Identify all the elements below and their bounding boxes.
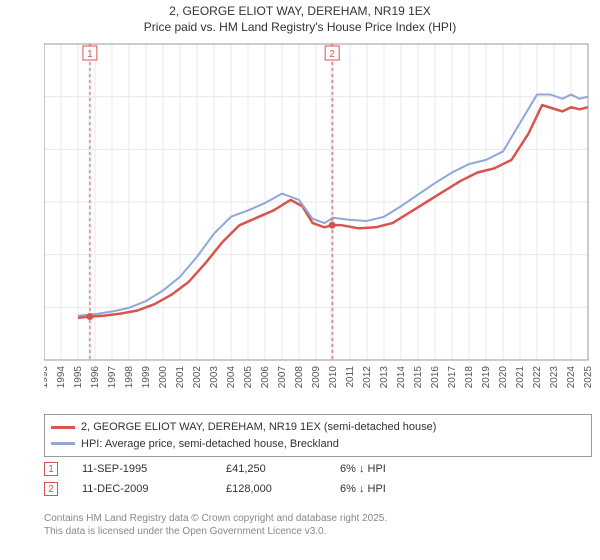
title-block: 2, GEORGE ELIOT WAY, DEREHAM, NR19 1EX P… — [0, 0, 600, 35]
svg-text:2001: 2001 — [175, 366, 186, 389]
footer-line2: This data is licensed under the Open Gov… — [44, 525, 592, 538]
legend-item: HPI: Average price, semi-detached house,… — [51, 436, 585, 453]
svg-text:2016: 2016 — [430, 366, 441, 389]
legend: 2, GEORGE ELIOT WAY, DEREHAM, NR19 1EX (… — [44, 414, 592, 457]
svg-text:2015: 2015 — [413, 366, 424, 389]
transaction-date: 11-SEP-1995 — [82, 463, 202, 475]
title-subtitle: Price paid vs. HM Land Registry's House … — [0, 20, 600, 36]
legend-label: 2, GEORGE ELIOT WAY, DEREHAM, NR19 1EX (… — [81, 419, 436, 436]
svg-text:1996: 1996 — [90, 366, 101, 389]
svg-text:2012: 2012 — [362, 366, 373, 389]
transaction-date: 11-DEC-2009 — [82, 483, 202, 495]
svg-text:1997: 1997 — [107, 366, 118, 389]
svg-text:2011: 2011 — [345, 366, 356, 388]
transaction-delta: 6% ↓ HPI — [340, 463, 430, 475]
legend-label: HPI: Average price, semi-detached house,… — [81, 436, 339, 453]
chart-svg: £0£50K£100K£150K£200K£250K£300K199319941… — [44, 40, 592, 400]
chart-container: 2, GEORGE ELIOT WAY, DEREHAM, NR19 1EX P… — [0, 0, 600, 560]
svg-text:2020: 2020 — [498, 366, 509, 389]
transaction-row: 1 11-SEP-1995 £41,250 6% ↓ HPI — [44, 460, 592, 480]
legend-item: 2, GEORGE ELIOT WAY, DEREHAM, NR19 1EX (… — [51, 419, 585, 436]
svg-text:2: 2 — [329, 49, 335, 60]
legend-swatch — [51, 442, 75, 445]
marker-badge: 1 — [44, 462, 58, 476]
svg-text:2021: 2021 — [515, 366, 526, 389]
transaction-price: £128,000 — [226, 483, 316, 495]
transaction-price: £41,250 — [226, 463, 316, 475]
footer-line1: Contains HM Land Registry data © Crown c… — [44, 512, 592, 525]
svg-text:2024: 2024 — [566, 366, 577, 389]
svg-text:1: 1 — [87, 49, 93, 60]
svg-text:1998: 1998 — [124, 366, 135, 389]
svg-text:2017: 2017 — [447, 366, 458, 389]
svg-text:2018: 2018 — [464, 366, 475, 389]
svg-text:1993: 1993 — [44, 366, 50, 389]
svg-text:2008: 2008 — [294, 366, 305, 389]
svg-text:2022: 2022 — [532, 366, 543, 389]
svg-text:2003: 2003 — [209, 366, 220, 389]
legend-swatch — [51, 426, 75, 429]
svg-text:2014: 2014 — [396, 366, 407, 389]
svg-text:2023: 2023 — [549, 366, 560, 389]
transaction-row: 2 11-DEC-2009 £128,000 6% ↓ HPI — [44, 480, 592, 500]
svg-text:2005: 2005 — [243, 366, 254, 389]
svg-text:2019: 2019 — [481, 366, 492, 389]
transaction-table: 1 11-SEP-1995 £41,250 6% ↓ HPI 2 11-DEC-… — [44, 460, 592, 500]
transaction-delta: 6% ↓ HPI — [340, 483, 430, 495]
footer: Contains HM Land Registry data © Crown c… — [44, 512, 592, 538]
svg-text:1999: 1999 — [141, 366, 152, 389]
svg-text:1995: 1995 — [73, 366, 84, 389]
svg-text:2013: 2013 — [379, 366, 390, 389]
svg-text:1994: 1994 — [56, 366, 67, 389]
title-address: 2, GEORGE ELIOT WAY, DEREHAM, NR19 1EX — [0, 4, 600, 20]
svg-text:2000: 2000 — [158, 366, 169, 389]
svg-text:2009: 2009 — [311, 366, 322, 389]
svg-text:2006: 2006 — [260, 366, 271, 389]
svg-text:2007: 2007 — [277, 366, 288, 389]
svg-text:2010: 2010 — [328, 366, 339, 389]
svg-text:2025: 2025 — [583, 366, 592, 389]
svg-text:2002: 2002 — [192, 366, 203, 389]
svg-text:2004: 2004 — [226, 366, 237, 389]
marker-badge: 2 — [44, 482, 58, 496]
chart-area: £0£50K£100K£150K£200K£250K£300K199319941… — [44, 40, 592, 400]
